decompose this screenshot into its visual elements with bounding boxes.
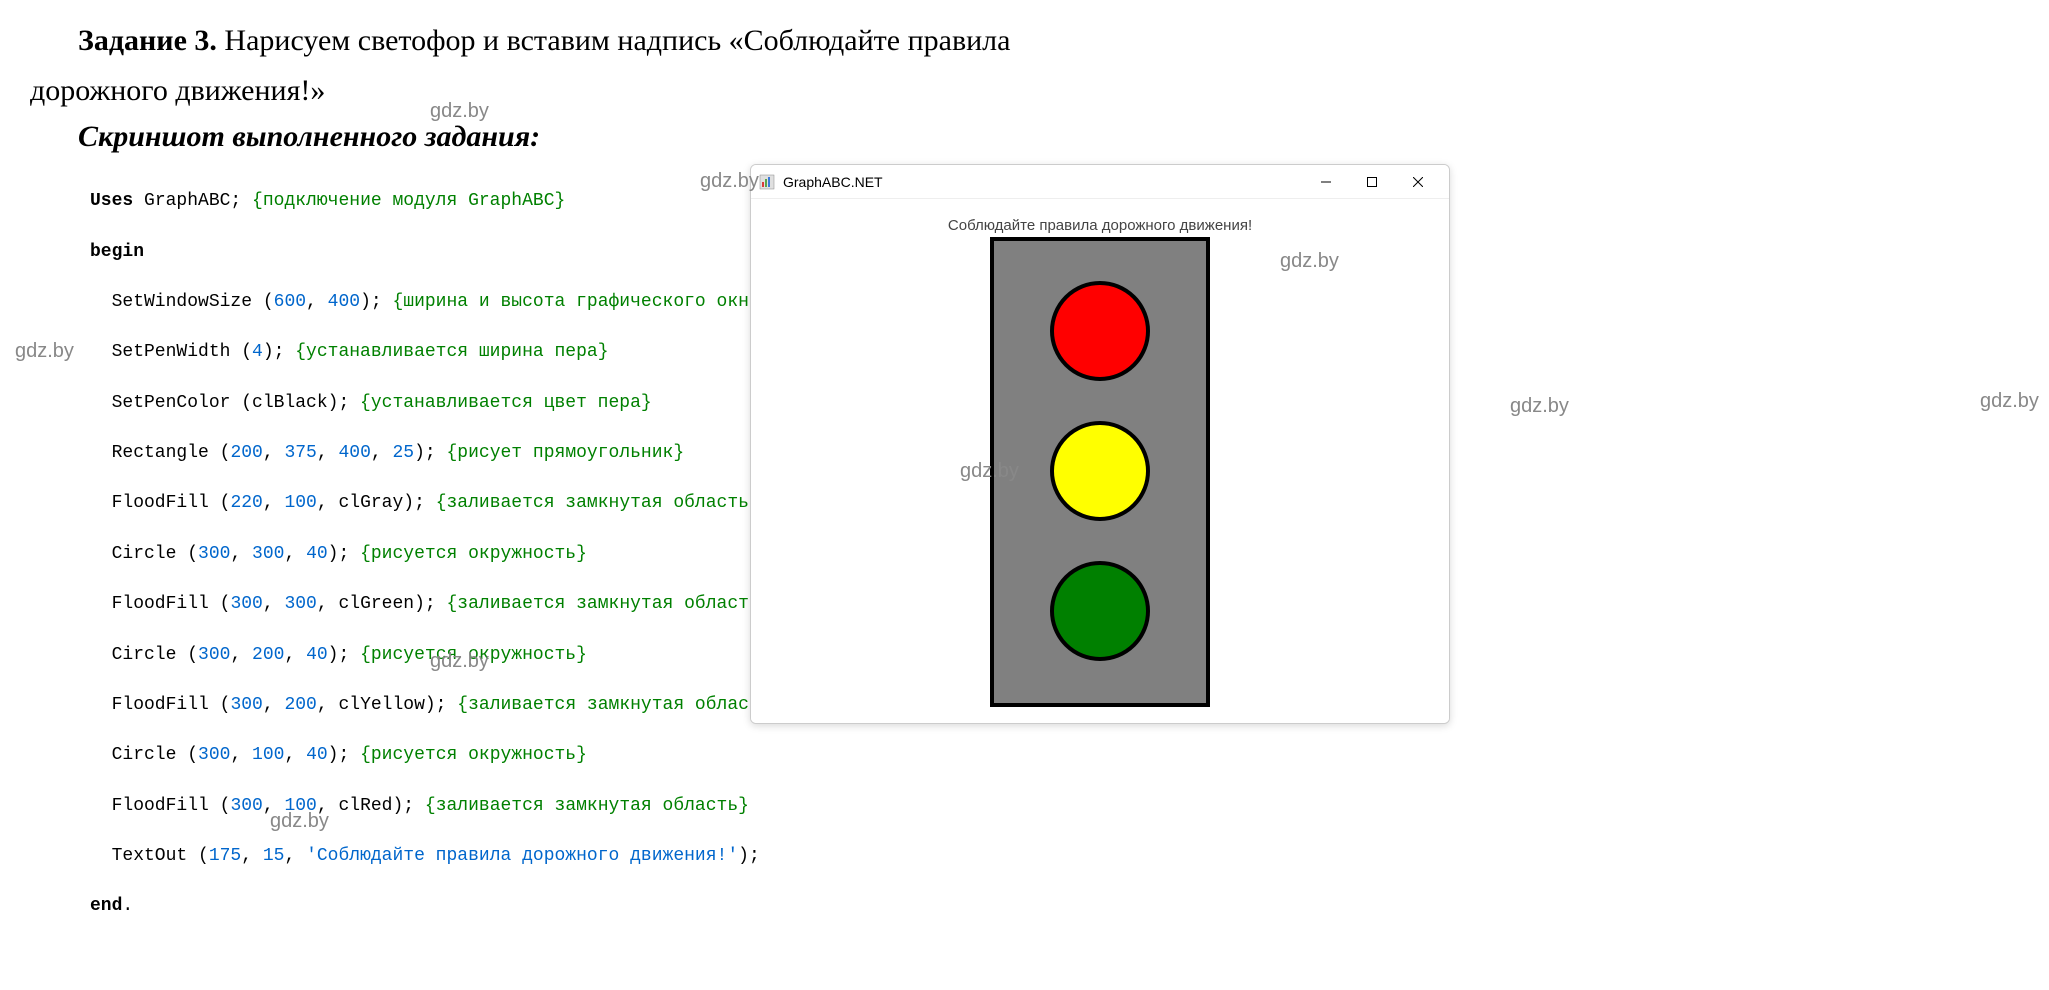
- code-line: FloodFill (300, 300, clGreen); {заливает…: [90, 592, 710, 617]
- code-line: Circle (300, 200, 40); {рисуется окружно…: [90, 643, 710, 668]
- watermark: gdz.by: [430, 100, 489, 123]
- code-line: SetPenColor (clBlack); {устанавливается …: [90, 391, 710, 416]
- code-line: SetWindowSize (600, 400); {ширина и высо…: [90, 290, 710, 315]
- close-button[interactable]: [1395, 167, 1441, 197]
- problem-text-1: Нарисуем светофор и вставим надпись «Соб…: [217, 24, 1011, 57]
- code-line: FloodFill (220, 100, clGray); {заливаетс…: [90, 491, 710, 516]
- code-line: end.: [90, 894, 710, 919]
- output-window: GraphABC.NET Соблюдайте правила дорожног…: [750, 164, 1450, 724]
- screenshot-caption: Скриншот выполненного задания:: [78, 120, 2019, 154]
- code-line: TextOut (175, 15, 'Соблюдайте правила до…: [90, 844, 710, 869]
- code-line: Circle (300, 300, 40); {рисуется окружно…: [90, 542, 710, 567]
- screenshot-row: Uses GraphABC; {подключение модуля Graph…: [90, 164, 2019, 970]
- code-line: Rectangle (200, 375, 400, 25); {рисует п…: [90, 441, 710, 466]
- code-line: begin: [90, 240, 710, 265]
- watermark: gdz.by: [1510, 395, 1569, 418]
- yellow-lamp: [1050, 421, 1150, 521]
- problem-statement: Задание 3. Нарисуем светофор и вставим н…: [30, 20, 2019, 62]
- window-title: GraphABC.NET: [783, 174, 1303, 190]
- maximize-button[interactable]: [1349, 167, 1395, 197]
- code-line: Uses GraphABC; {подключение модуля Graph…: [90, 189, 710, 214]
- watermark: gdz.by: [700, 170, 759, 193]
- green-lamp: [1050, 561, 1150, 661]
- window-titlebar: GraphABC.NET: [751, 165, 1449, 199]
- canvas-text: Соблюдайте правила дорожного движения!: [948, 217, 1252, 234]
- minimize-button[interactable]: [1303, 167, 1349, 197]
- output-canvas: Соблюдайте правила дорожного движения!: [751, 199, 1449, 723]
- watermark: gdz.by: [1980, 390, 2039, 413]
- code-line: SetPenWidth (4); {устанавливается ширина…: [90, 340, 710, 365]
- watermark: gdz.by: [960, 460, 1019, 483]
- code-line: Circle (300, 100, 40); {рисуется окружно…: [90, 743, 710, 768]
- app-icon: [759, 174, 775, 190]
- watermark: gdz.by: [1280, 250, 1339, 273]
- problem-text-2: дорожного движения!»: [30, 70, 2019, 112]
- traffic-light-body: [990, 237, 1210, 707]
- red-lamp: [1050, 281, 1150, 381]
- problem-label: Задание 3.: [78, 24, 217, 57]
- watermark: gdz.by: [15, 340, 74, 363]
- code-line: FloodFill (300, 200, clYellow); {заливае…: [90, 693, 710, 718]
- watermark: gdz.by: [270, 810, 329, 833]
- code-line: FloodFill (300, 100, clRed); {заливается…: [90, 794, 710, 819]
- code-pane: Uses GraphABC; {подключение модуля Graph…: [90, 164, 710, 970]
- watermark: gdz.by: [430, 650, 489, 673]
